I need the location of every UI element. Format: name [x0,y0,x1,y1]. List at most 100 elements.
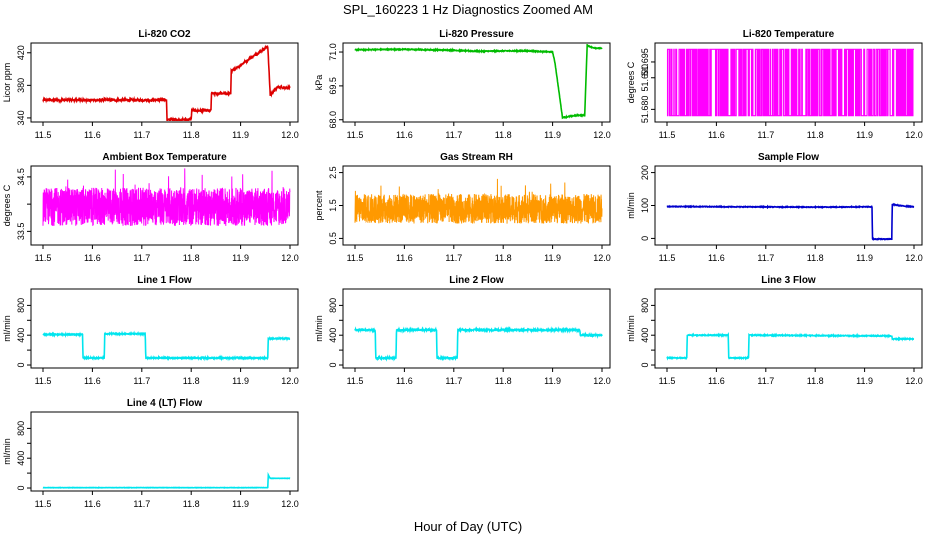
x-tick-label: 12.0 [905,253,923,263]
y-tick-label: 0 [16,486,26,491]
x-tick-label: 11.7 [133,376,150,386]
x-tick-label: 12.0 [281,499,299,509]
x-tick-label: 11.7 [445,376,462,386]
y-axis-label: ml/min [2,438,12,465]
x-tick-label: 11.9 [856,376,873,386]
x-tick-label: 11.5 [35,130,52,140]
x-tick-label: 11.8 [807,130,824,140]
x-tick-label: 11.5 [347,376,364,386]
panel-title: Line 4 (LT) Flow [127,398,203,409]
y-tick-label: 34.5 [16,168,26,186]
series-line [354,44,603,120]
y-tick-label: 0.5 [328,232,338,245]
series-line [354,326,603,362]
x-tick-label: 11.8 [807,376,824,386]
data-layer [354,178,603,224]
plot-frame [654,288,923,369]
plot-frame [30,411,299,492]
y-tick-label: 400 [16,328,26,343]
y-tick-label: 51.680 [640,96,650,124]
x-tick-label: 11.7 [445,130,462,140]
x-tick-label: 12.0 [281,376,299,386]
y-axis-label: percent [314,190,324,221]
x-tick-label: 11.6 [84,376,101,386]
y-tick-label: 420 [16,45,26,60]
y-tick-label: 33.5 [16,223,26,241]
y-axis-label: ml/min [2,315,12,342]
x-tick-label: 11.7 [445,253,462,263]
y-axis-label: degrees C [626,61,636,103]
x-tick-label: 11.5 [35,253,52,263]
y-tick-label: 800 [16,421,26,436]
x-tick-label: 11.6 [84,253,101,263]
y-tick-label: 800 [328,298,338,313]
x-tick-label: 11.7 [133,130,150,140]
x-tick-label: 12.0 [905,376,923,386]
y-axis-label: ml/min [626,192,636,219]
x-tick-label: 12.0 [593,253,611,263]
y-tick-label: 69.5 [328,77,338,95]
x-tick-label: 11.5 [35,376,52,386]
data-layer [354,326,603,362]
y-tick-label: 380 [16,78,26,93]
panel-title: Li-820 Temperature [743,29,835,40]
chart-panel: Gas Stream RH percent 0.5 1.5 2.5 11.5 11.6 11.… [314,152,611,263]
data-layer [354,44,603,120]
chart-panel: Line 3 Flow ml/min 0 400 800 11.5 11.6 11.7 11.8… [626,275,923,386]
y-tick-label: 51.690 [640,64,650,92]
x-tick-label: 11.9 [544,253,561,263]
data-layer [666,202,915,241]
figure-title: SPL_160223 1 Hz Diagnostics Zoomed AM [343,2,593,17]
y-tick-label: 800 [16,298,26,313]
chart-panel: Line 4 (LT) Flow ml/min 0 400 800 11.5 11.6 11.… [2,398,299,509]
data-layer [42,471,291,489]
x-tick-label: 11.9 [544,376,561,386]
y-tick-label: 100 [640,198,650,213]
chart-panel: Line 2 Flow ml/min 0 400 800 11.5 11.6 11.7 11.8… [314,275,611,386]
y-axis-label: ml/min [626,315,636,342]
x-tick-label: 11.9 [232,499,249,509]
data-layer [42,44,291,121]
series-line [42,330,291,362]
x-tick-label: 11.7 [757,130,774,140]
x-tick-label: 11.9 [232,376,249,386]
x-tick-label: 11.7 [133,499,150,509]
y-tick-label: 200 [640,165,650,180]
series-line [42,44,291,121]
series-line [42,471,291,489]
y-tick-label: 2.5 [328,166,338,179]
plot-frame [30,288,299,369]
series-line [666,331,915,361]
x-tick-label: 11.9 [544,130,561,140]
data-layer [42,168,291,226]
y-tick-label: 0 [328,363,338,368]
y-tick-label: 1.5 [328,199,338,212]
y-axis-label: ml/min [314,315,324,342]
x-tick-label: 12.0 [593,376,611,386]
y-tick-label: 51.695 [640,48,650,76]
x-tick-label: 11.5 [659,253,676,263]
x-tick-label: 11.9 [232,130,249,140]
y-tick-label: 400 [640,328,650,343]
y-tick-label: 0 [640,236,650,241]
chart-panel: Li-820 CO2 Licor ppm 340 380 420 11.5 11.6 11.7… [2,29,299,140]
chart-panel: Line 1 Flow ml/min 0 400 800 11.5 11.6 11.7 11.8… [2,275,299,386]
panel-title: Li-820 Pressure [439,29,514,40]
x-tick-label: 11.6 [708,253,725,263]
x-tick-label: 11.6 [396,253,413,263]
plot-frame [30,42,299,123]
plot-frame [30,165,299,246]
y-tick-label: 71.0 [328,43,338,61]
x-tick-label: 11.8 [183,130,200,140]
plot-frame [342,288,611,369]
x-tick-label: 11.5 [659,376,676,386]
panel-title: Gas Stream RH [440,152,513,163]
panel-title: Line 2 Flow [449,275,504,286]
y-tick-label: 340 [16,110,26,125]
series-line [42,168,291,226]
y-axis-label: Licor ppm [2,63,12,103]
y-tick-label: 400 [16,451,26,466]
x-tick-label: 11.8 [807,253,824,263]
x-tick-label: 11.6 [84,130,101,140]
y-tick-label: 68.0 [328,111,338,129]
